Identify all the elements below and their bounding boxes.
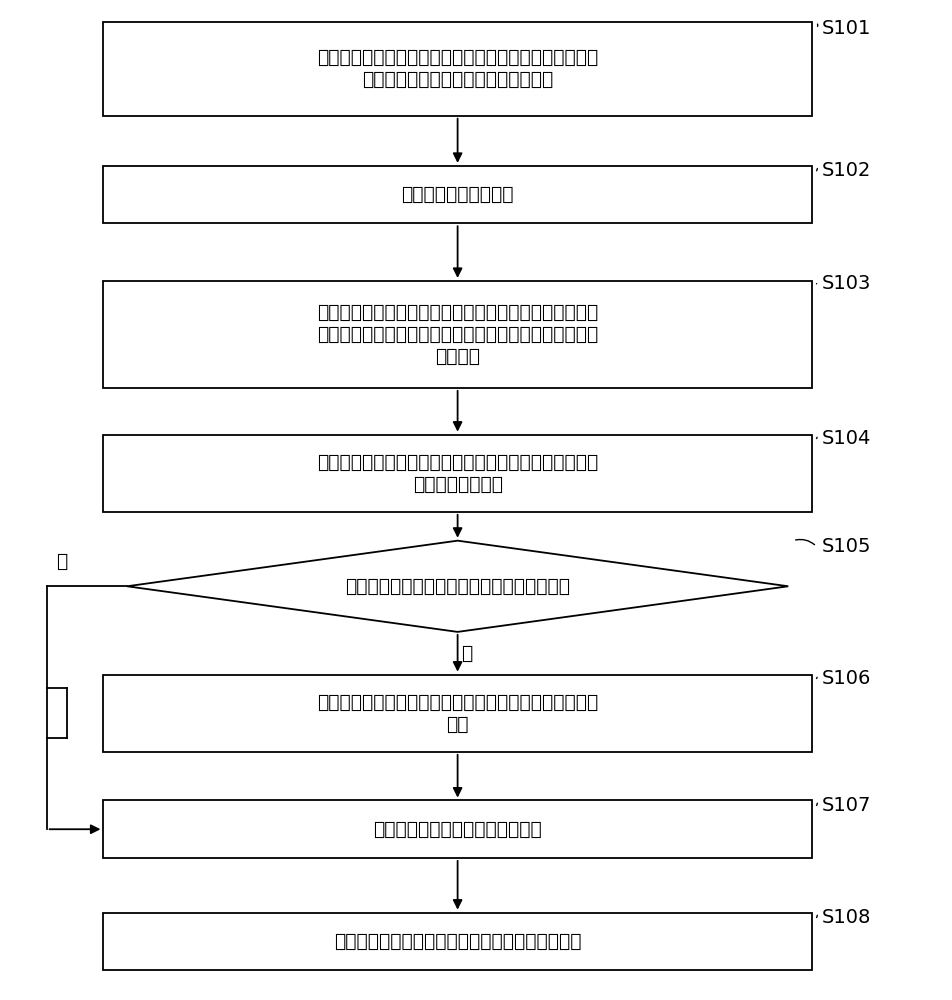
- Text: 否: 否: [56, 552, 68, 571]
- Text: 检测已保存的密文中，是否存在转换后的密文: 检测已保存的密文中，是否存在转换后的密文: [345, 577, 569, 596]
- Text: 通过预设算法，将保密信息转换为所确定的长度的密文，: 通过预设算法，将保密信息转换为所确定的长度的密文，: [317, 453, 598, 472]
- Bar: [103, 913, 811, 970]
- Text: 将所转换后的密文嵌入待处理水印，生成水印图片: 将所转换后的密文嵌入待处理水印，生成水印图片: [333, 932, 581, 951]
- Bar: [103, 435, 811, 512]
- Text: 是: 是: [461, 644, 472, 663]
- Text: 预设的水印集中选取水印为待处理水印: 预设的水印集中选取水印为待处理水印: [362, 70, 553, 89]
- Text: 依据嵌入在待处理水印中的密文的容量不大于待处理水印: 依据嵌入在待处理水印中的密文的容量不大于待处理水印: [317, 303, 598, 322]
- Polygon shape: [127, 541, 787, 632]
- Text: S107: S107: [821, 796, 870, 815]
- Text: 计算待处理水印的容量: 计算待处理水印的容量: [401, 185, 513, 204]
- Text: S103: S103: [821, 274, 870, 293]
- Text: 文的长度: 文的长度: [435, 347, 480, 366]
- Text: 得到转换后的密文: 得到转换后的密文: [412, 475, 502, 494]
- Text: 对应保存保密信息与转换后的密文: 对应保存保密信息与转换后的密文: [373, 820, 542, 839]
- Text: S106: S106: [821, 669, 870, 688]
- Text: S101: S101: [821, 19, 870, 38]
- Text: S102: S102: [821, 161, 870, 180]
- Text: 的容量，以及密文的容量与密文长度之间的关系，确定密: 的容量，以及密文的容量与密文长度之间的关系，确定密: [317, 325, 598, 344]
- Text: 将保密信息重新转换为已确定长度的密文，得到转换后的: 将保密信息重新转换为已确定长度的密文，得到转换后的: [317, 693, 598, 712]
- Text: S105: S105: [821, 537, 870, 556]
- Text: 当接收到需生成嵌入有保密信息的数字水印的请求时，从: 当接收到需生成嵌入有保密信息的数字水印的请求时，从: [317, 48, 598, 67]
- Bar: [103, 166, 811, 223]
- Text: S108: S108: [821, 908, 870, 927]
- Bar: [103, 22, 811, 116]
- Bar: [103, 281, 811, 388]
- Bar: [103, 675, 811, 752]
- Bar: [103, 800, 811, 858]
- Text: S104: S104: [821, 429, 870, 448]
- Text: 密文: 密文: [446, 715, 468, 734]
